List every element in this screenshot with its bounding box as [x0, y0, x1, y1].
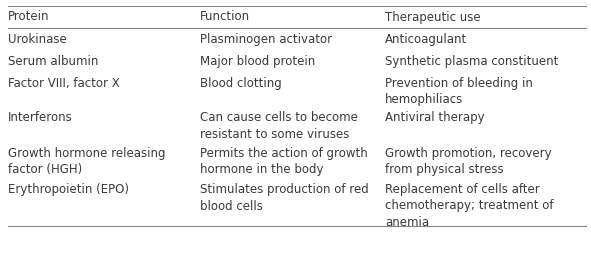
Text: Replacement of cells after
chemotherapy; treatment of
anemia: Replacement of cells after chemotherapy;… — [385, 183, 554, 229]
Text: Factor VIII, factor X: Factor VIII, factor X — [8, 77, 120, 90]
Text: Synthetic plasma constituent: Synthetic plasma constituent — [385, 55, 558, 68]
Text: Prevention of bleeding in
hemophiliacs: Prevention of bleeding in hemophiliacs — [385, 77, 533, 106]
Text: Therapeutic use: Therapeutic use — [385, 10, 480, 24]
Text: Function: Function — [200, 10, 250, 24]
Text: Can cause cells to become
resistant to some viruses: Can cause cells to become resistant to s… — [200, 111, 358, 141]
Text: Growth hormone releasing
factor (HGH): Growth hormone releasing factor (HGH) — [8, 147, 165, 176]
Text: Stimulates production of red
blood cells: Stimulates production of red blood cells — [200, 183, 369, 212]
Text: Blood clotting: Blood clotting — [200, 77, 282, 90]
Text: Permits the action of growth
hormone in the body: Permits the action of growth hormone in … — [200, 147, 368, 176]
Text: Major blood protein: Major blood protein — [200, 55, 315, 68]
Text: Antiviral therapy: Antiviral therapy — [385, 111, 485, 124]
Text: Serum albumin: Serum albumin — [8, 55, 98, 68]
Text: Anticoagulant: Anticoagulant — [385, 33, 467, 46]
Text: Urokinase: Urokinase — [8, 33, 67, 46]
Text: Growth promotion, recovery
from physical stress: Growth promotion, recovery from physical… — [385, 147, 551, 176]
Text: Protein: Protein — [8, 10, 50, 24]
Text: Erythropoietin (EPO): Erythropoietin (EPO) — [8, 183, 129, 196]
Text: Plasminogen activator: Plasminogen activator — [200, 33, 332, 46]
Text: Interferons: Interferons — [8, 111, 73, 124]
